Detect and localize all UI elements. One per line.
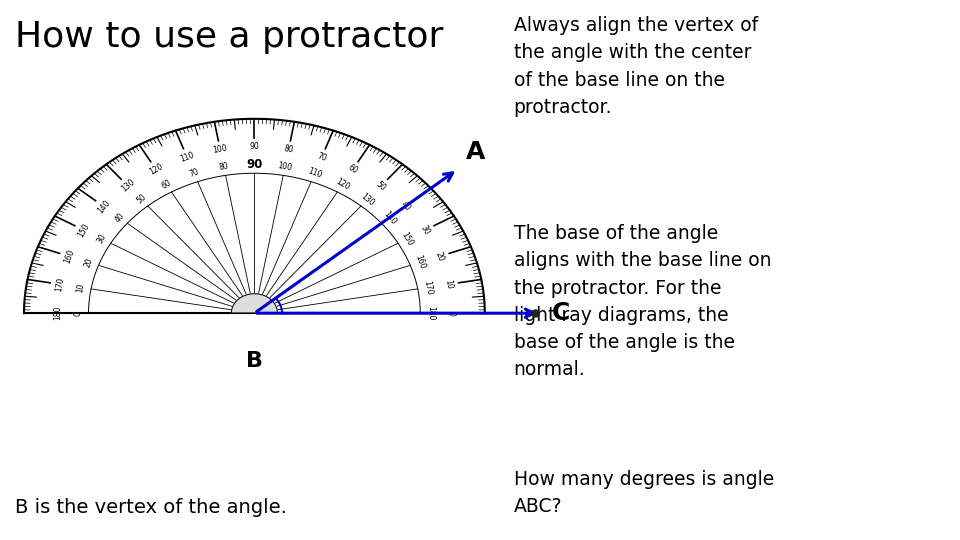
Text: 150: 150 [399, 231, 415, 247]
Text: 120: 120 [334, 177, 351, 192]
Text: 70: 70 [188, 167, 201, 179]
Text: 90: 90 [246, 158, 263, 171]
Text: 70: 70 [316, 151, 328, 163]
Text: 40: 40 [398, 200, 412, 213]
Text: 0: 0 [74, 310, 83, 316]
Text: 60: 60 [347, 163, 359, 176]
Text: 140: 140 [381, 209, 397, 226]
Text: 90: 90 [250, 143, 259, 152]
Text: C: C [552, 301, 570, 325]
Text: 80: 80 [218, 161, 229, 172]
Text: 50: 50 [374, 179, 388, 192]
Polygon shape [24, 119, 485, 313]
Text: 30: 30 [419, 224, 431, 237]
Text: 50: 50 [134, 193, 148, 206]
Text: The base of the angle
aligns with the base line on
the protractor. For the
light: The base of the angle aligns with the ba… [514, 224, 771, 379]
Text: 10: 10 [76, 282, 86, 293]
Text: 120: 120 [148, 162, 164, 177]
Text: 110: 110 [306, 167, 323, 180]
Text: 110: 110 [179, 150, 195, 164]
Text: 170: 170 [55, 276, 66, 292]
Text: 150: 150 [76, 221, 91, 239]
Text: How to use a protractor: How to use a protractor [15, 20, 444, 54]
Text: How many degrees is angle
ABC?: How many degrees is angle ABC? [514, 470, 774, 516]
Text: 140: 140 [95, 198, 111, 215]
Text: 30: 30 [95, 232, 108, 245]
Text: 130: 130 [119, 178, 136, 194]
Text: 180: 180 [426, 306, 435, 320]
Text: B is the vertex of the angle.: B is the vertex of the angle. [15, 498, 287, 517]
Text: A: A [466, 140, 485, 164]
Text: 80: 80 [283, 144, 294, 155]
Text: 130: 130 [359, 191, 376, 207]
Text: B: B [246, 351, 263, 371]
Text: 0: 0 [447, 310, 456, 316]
Text: 100: 100 [277, 161, 293, 172]
Text: 20: 20 [434, 251, 445, 262]
Text: 170: 170 [422, 280, 434, 295]
Text: 10: 10 [444, 279, 454, 290]
Text: 180: 180 [53, 306, 61, 320]
Text: Always align the vertex of
the angle with the center
of the base line on the
pro: Always align the vertex of the angle wit… [514, 16, 757, 117]
Text: 100: 100 [212, 144, 228, 155]
Text: 20: 20 [83, 256, 95, 268]
Text: 60: 60 [159, 178, 173, 191]
Text: 160: 160 [414, 254, 427, 271]
Text: 160: 160 [62, 248, 76, 265]
Polygon shape [231, 294, 277, 313]
Text: 40: 40 [112, 211, 126, 224]
